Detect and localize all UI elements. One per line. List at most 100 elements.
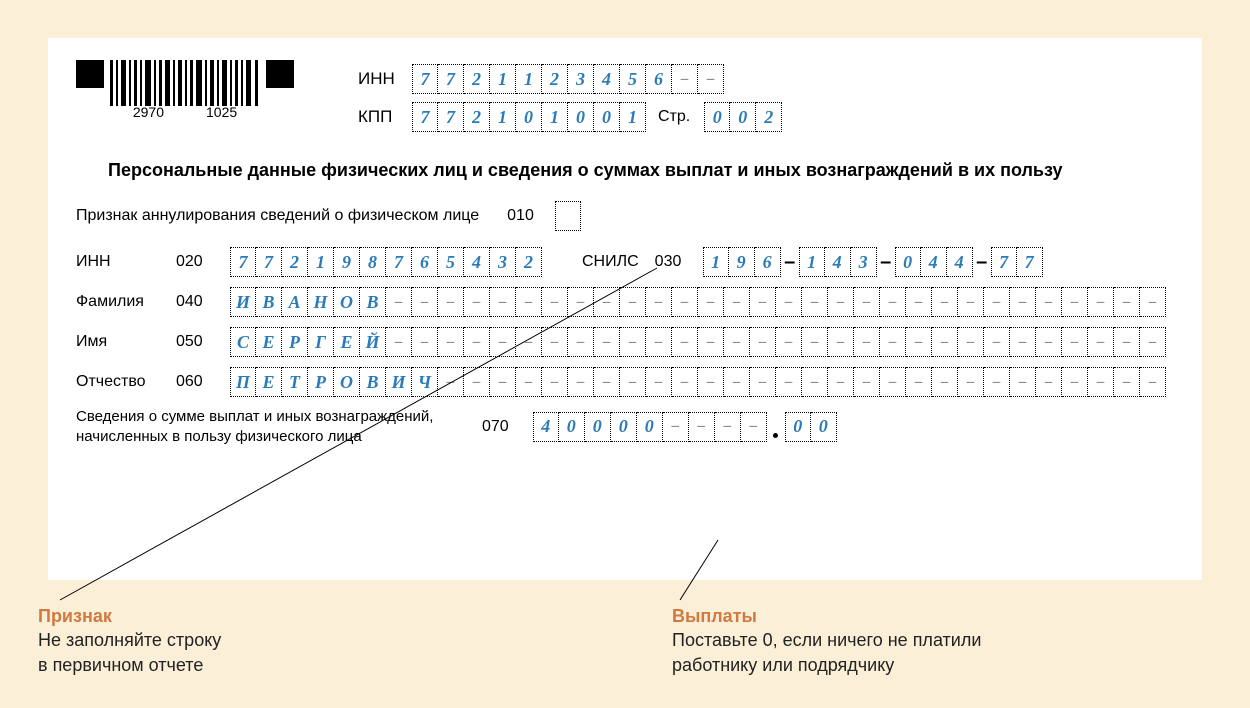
cell: 0 <box>568 102 594 132</box>
row-040: Фамилия 040 ИВАНОВ––––––––––––––––––––––… <box>76 287 1174 317</box>
cell: – <box>984 367 1010 397</box>
surname-cells: ИВАНОВ–––––––––––––––––––––––––––––– <box>230 287 1166 317</box>
cell: 4 <box>825 247 851 277</box>
cell: – <box>1114 287 1140 317</box>
cell: – <box>516 287 542 317</box>
cell: – <box>663 412 689 442</box>
cell: – <box>689 412 715 442</box>
snils-separator: – <box>877 247 895 277</box>
cell: И <box>230 287 256 317</box>
cell: – <box>1010 367 1036 397</box>
cell: – <box>438 327 464 357</box>
cell: 8 <box>360 247 386 277</box>
cell: – <box>880 327 906 357</box>
cell: – <box>646 327 672 357</box>
cell: 4 <box>464 247 490 277</box>
cell: – <box>828 367 854 397</box>
cell: 0 <box>811 412 837 442</box>
cell: – <box>906 327 932 357</box>
cell: 2 <box>282 247 308 277</box>
cell: Е <box>256 367 282 397</box>
row-070: Сведения о сумме выплат и иных вознаграж… <box>76 407 1174 446</box>
cell: В <box>256 287 282 317</box>
cell: – <box>698 287 724 317</box>
cell: – <box>620 367 646 397</box>
cancel-cells <box>555 201 581 231</box>
cell: Т <box>282 367 308 397</box>
patronym-label: Отчество <box>76 373 176 391</box>
cell <box>555 201 581 231</box>
cell: – <box>698 327 724 357</box>
inn-person-cells: 772198765432 <box>230 247 542 277</box>
cell: – <box>698 64 724 94</box>
cell: – <box>1088 367 1114 397</box>
cell: 0 <box>730 102 756 132</box>
cell: – <box>750 327 776 357</box>
sum-code: 070 <box>482 418 509 436</box>
cell: 5 <box>620 64 646 94</box>
cell: – <box>854 287 880 317</box>
cell: П <box>230 367 256 397</box>
cell: О <box>334 367 360 397</box>
snils-code: 030 <box>655 253 693 271</box>
cell: 7 <box>230 247 256 277</box>
cell: – <box>542 287 568 317</box>
cell: – <box>802 367 828 397</box>
cell: 0 <box>785 412 811 442</box>
barcode-svg <box>110 60 260 106</box>
cell: 0 <box>585 412 611 442</box>
cell: 1 <box>799 247 825 277</box>
cell: Ч <box>412 367 438 397</box>
anno1-l2: в первичном отчете <box>38 655 203 675</box>
cell: – <box>958 327 984 357</box>
form-paper: 2970 1025 ИНН 7721123456–– КПП 772101001… <box>48 38 1202 580</box>
cell: 0 <box>594 102 620 132</box>
cell: – <box>516 327 542 357</box>
sum-label: Сведения о сумме выплат и иных вознаграж… <box>76 407 476 446</box>
cell: – <box>1062 287 1088 317</box>
cell: 1 <box>620 102 646 132</box>
sum-frac-cells: 00 <box>785 412 837 442</box>
cell: – <box>1036 367 1062 397</box>
cell: – <box>438 287 464 317</box>
cell: 6 <box>412 247 438 277</box>
page-label: Стр. <box>658 108 690 126</box>
cell: – <box>880 287 906 317</box>
inn-top-cells: 7721123456–– <box>412 64 724 94</box>
inn-top-row: ИНН 7721123456–– <box>358 64 782 94</box>
cell: Е <box>334 327 360 357</box>
cell: – <box>958 287 984 317</box>
cell: 1 <box>490 64 516 94</box>
cell: Р <box>308 367 334 397</box>
cell: Й <box>360 327 386 357</box>
cell: – <box>464 287 490 317</box>
cell: – <box>568 327 594 357</box>
barcode-num-left: 2970 <box>133 104 164 120</box>
cell: – <box>594 287 620 317</box>
cell: – <box>750 287 776 317</box>
cell: 2 <box>464 102 490 132</box>
cell: – <box>516 367 542 397</box>
barcode-block: 2970 1025 <box>76 60 294 120</box>
barcode-num-right: 1025 <box>206 104 237 120</box>
cell: 0 <box>704 102 730 132</box>
name-label: Имя <box>76 333 176 351</box>
annotation-payments: Выплаты Поставьте 0, если ничего не плат… <box>672 604 981 677</box>
cell: – <box>828 327 854 357</box>
row-050: Имя 050 СЕРГЕЙ––––––––––––––––––––––––––… <box>76 327 1174 357</box>
cell: – <box>568 287 594 317</box>
cell: 1 <box>542 102 568 132</box>
cell: – <box>386 327 412 357</box>
cell: – <box>724 287 750 317</box>
cell: – <box>741 412 767 442</box>
identifier-block: ИНН 7721123456–– КПП 772101001 Стр. 002 <box>358 64 782 132</box>
section-title: Персональные данные физических лиц и све… <box>108 160 1174 181</box>
name-cells: СЕРГЕЙ–––––––––––––––––––––––––––––– <box>230 327 1166 357</box>
cell: – <box>958 367 984 397</box>
cell: – <box>438 367 464 397</box>
inn-person-label: ИНН <box>76 253 176 271</box>
cell: Н <box>308 287 334 317</box>
row-060: Отчество 060 ПЕТРОВИЧ–––––––––––––––––––… <box>76 367 1174 397</box>
anno2-l1: Поставьте 0, если ничего не платили <box>672 630 981 650</box>
cell: 0 <box>611 412 637 442</box>
